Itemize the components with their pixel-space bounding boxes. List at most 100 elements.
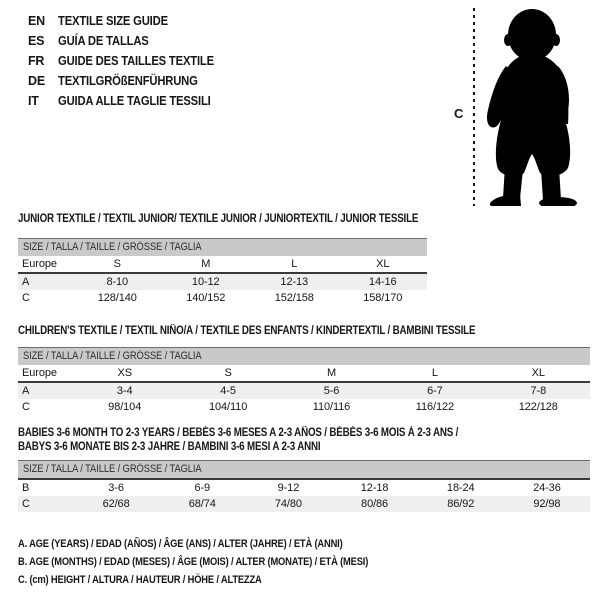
table-row: A 8-10 10-12 12-13 14-16 xyxy=(18,274,427,290)
column-header-row: Europe S M L XL xyxy=(18,256,427,272)
height-measure-dotted-line xyxy=(473,8,475,206)
column-header: S xyxy=(113,258,121,270)
section-title-text: CHILDREN'S TEXTILE / TEXTIL NIÑO/A / TEX… xyxy=(18,325,476,337)
table-row: A 3-4 4-5 5-6 6-7 7-8 xyxy=(18,383,590,399)
region-label: Europe xyxy=(22,367,57,379)
column-header: M xyxy=(201,258,211,270)
legend-notes: A. AGE (YEARS) / EDAD (AÑOS) / ÂGE (ANS)… xyxy=(18,535,430,589)
language-code: FR xyxy=(28,54,45,68)
language-title-list: EN TEXTILE SIZE GUIDE ES GUÍA DE TALLAS … xyxy=(28,11,231,111)
cell: 68/74 xyxy=(188,498,216,510)
table-row: C 62/68 68/74 74/80 80/86 86/92 92/98 xyxy=(18,496,590,512)
section-title: BABYS 3-6 MONATE BIS 2-3 JAHRE / BAMBINI… xyxy=(18,440,590,454)
cell: 152/158 xyxy=(274,292,314,304)
cell: 14-16 xyxy=(368,276,397,288)
cell: 92/98 xyxy=(533,498,561,510)
junior-textile-section: JUNIOR TEXTILE / TEXTIL JUNIOR/ TEXTILE … xyxy=(18,212,427,306)
cell: 80/86 xyxy=(361,498,389,510)
cell: 128/140 xyxy=(97,292,137,304)
language-row: FR GUIDE DES TAILLES TEXTILE xyxy=(28,51,231,71)
babies-size-table: SIZE / TALLA / TAILLE / GRÖSSE / TAGLIA B… xyxy=(18,460,590,512)
cell: 74/80 xyxy=(274,498,302,510)
language-label: GUIDA ALLE TAGLIE TESSILI xyxy=(58,94,211,108)
cell: 140/152 xyxy=(186,292,226,304)
cell: 5-6 xyxy=(323,385,340,397)
babies-textile-section: BABIES 3-6 MONTH TO 2-3 YEARS / BEBÉS 3-… xyxy=(18,426,590,512)
note-b: B. AGE (MONTHS) / EDAD (MESES) / ÂGE (MO… xyxy=(18,553,430,571)
cell: 7-8 xyxy=(530,385,547,397)
cell: 18-24 xyxy=(446,482,475,494)
table-row: C 98/104 104/110 110/116 116/122 122/128 xyxy=(18,399,590,415)
language-code: IT xyxy=(28,94,39,108)
table-row: C 128/140 140/152 152/158 158/170 xyxy=(18,290,427,306)
note-b-text: B. AGE (MONTHS) / EDAD (MESES) / ÂGE (MO… xyxy=(18,556,369,568)
language-code: ES xyxy=(28,34,45,48)
row-label: C xyxy=(22,292,30,304)
note-c: C. (cm) HEIGHT / ALTURA / HAUTEUR / HÖHE… xyxy=(18,571,430,589)
language-label: GUÍA DE TALLAS xyxy=(58,34,149,48)
language-row: DE TEXTILGRÖßENFÜHRUNG xyxy=(28,71,231,91)
language-code: EN xyxy=(28,14,45,28)
note-a-text: A. AGE (YEARS) / EDAD (AÑOS) / ÂGE (ANS)… xyxy=(18,538,343,550)
row-label: B xyxy=(22,482,30,494)
row-label: A xyxy=(22,276,30,288)
heavy-rule xyxy=(18,272,427,274)
size-header-band: SIZE / TALLA / TAILLE / GRÖSSE / TAGLIA xyxy=(18,461,590,478)
column-header: XL xyxy=(376,258,390,270)
column-header-row: Europe XS S M L XL xyxy=(18,365,590,381)
cell: 3-4 xyxy=(116,385,133,397)
heavy-rule xyxy=(18,381,590,383)
language-row: ES GUÍA DE TALLAS xyxy=(28,31,231,51)
column-header: S xyxy=(224,367,232,379)
cell: 116/122 xyxy=(415,401,455,413)
language-row: EN TEXTILE SIZE GUIDE xyxy=(28,11,231,31)
language-code: DE xyxy=(28,74,45,88)
note-a: A. AGE (YEARS) / EDAD (AÑOS) / ÂGE (ANS)… xyxy=(18,535,430,553)
cell: 158/170 xyxy=(363,292,403,304)
cell: 8-10 xyxy=(106,276,129,288)
section-title-text-line2: BABYS 3-6 MONATE BIS 2-3 JAHRE / BAMBINI… xyxy=(18,441,321,453)
column-header: XL xyxy=(531,367,545,379)
cell: 122/128 xyxy=(518,401,558,413)
cell: 86/92 xyxy=(447,498,475,510)
childrens-size-table: SIZE / TALLA / TAILLE / GRÖSSE / TAGLIA E… xyxy=(18,347,590,415)
cell: 4-5 xyxy=(220,385,236,397)
cell: 12-13 xyxy=(280,276,309,288)
column-header: L xyxy=(291,258,298,270)
section-title: CHILDREN'S TEXTILE / TEXTIL NIÑO/A / TEX… xyxy=(18,324,590,338)
cell: 9-12 xyxy=(277,482,300,494)
cell: 10-12 xyxy=(191,276,220,288)
cell: 110/116 xyxy=(312,401,351,413)
size-header-band: SIZE / TALLA / TAILLE / GRÖSSE / TAGLIA xyxy=(18,239,427,256)
childrens-textile-section: CHILDREN'S TEXTILE / TEXTIL NIÑO/A / TEX… xyxy=(18,324,590,415)
language-row: IT GUIDA ALLE TAGLIE TESSILI xyxy=(28,91,231,111)
size-header-text: SIZE / TALLA / TAILLE / GRÖSSE / TAGLIA xyxy=(23,350,202,362)
note-c-text: C. (cm) HEIGHT / ALTURA / HAUTEUR / HÖHE… xyxy=(18,574,262,586)
region-label: Europe xyxy=(22,258,57,270)
section-title-text-line1: BABIES 3-6 MONTH TO 2-3 YEARS / BEBÉS 3-… xyxy=(18,427,459,439)
cell: 24-36 xyxy=(533,482,561,494)
size-header-text: SIZE / TALLA / TAILLE / GRÖSSE / TAGLIA xyxy=(23,241,202,253)
cell: 3-6 xyxy=(108,482,124,494)
toddler-silhouette-icon xyxy=(487,9,577,206)
junior-size-table: SIZE / TALLA / TAILLE / GRÖSSE / TAGLIA E… xyxy=(18,238,427,306)
column-header: XS xyxy=(117,367,132,379)
cell: 98/104 xyxy=(108,401,142,413)
section-title: JUNIOR TEXTILE / TEXTIL JUNIOR/ TEXTILE … xyxy=(18,212,427,226)
size-header-text: SIZE / TALLA / TAILLE / GRÖSSE / TAGLIA xyxy=(23,463,202,475)
section-title: BABIES 3-6 MONTH TO 2-3 YEARS / BEBÉS 3-… xyxy=(18,426,590,440)
language-label: TEXTILGRÖßENFÜHRUNG xyxy=(58,74,198,88)
cell: 6-7 xyxy=(427,385,443,397)
table-row: B 3-6 6-9 9-12 12-18 18-24 24-36 xyxy=(18,480,590,496)
cell: 62/68 xyxy=(102,498,130,510)
cell: 6-9 xyxy=(194,482,211,494)
cell: 104/110 xyxy=(208,401,248,413)
row-label: A xyxy=(22,385,30,397)
size-header-band: SIZE / TALLA / TAILLE / GRÖSSE / TAGLIA xyxy=(18,348,590,365)
row-label: C xyxy=(22,401,30,413)
height-measure-label: C xyxy=(454,106,464,121)
section-title-text: JUNIOR TEXTILE / TEXTIL JUNIOR/ TEXTILE … xyxy=(18,213,419,225)
row-label: C xyxy=(22,498,30,510)
language-label: TEXTILE SIZE GUIDE xyxy=(58,14,168,28)
language-label: GUIDE DES TAILLES TEXTILE xyxy=(58,54,214,68)
